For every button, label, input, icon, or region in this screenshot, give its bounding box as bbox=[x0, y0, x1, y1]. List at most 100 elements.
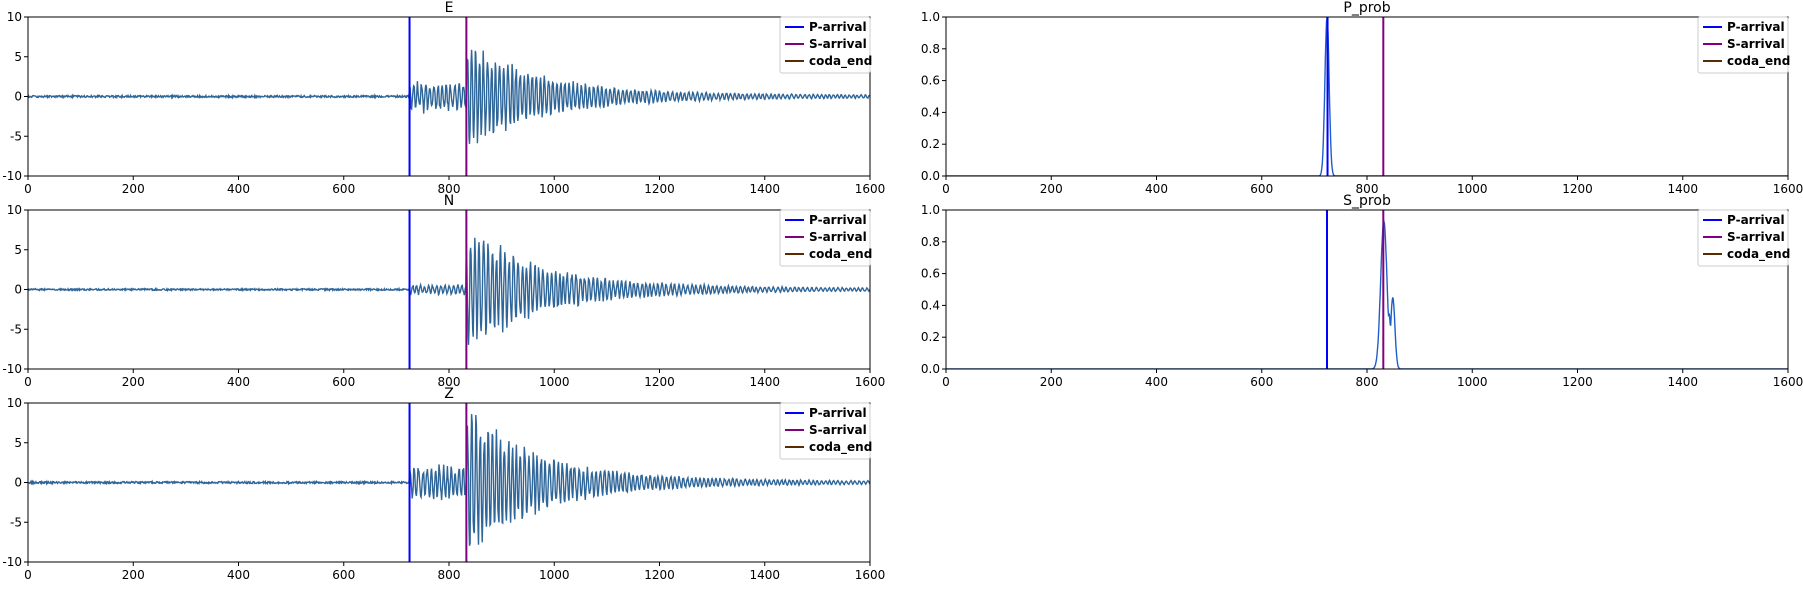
y-tick-label: 0 bbox=[14, 90, 22, 104]
x-tick-label: 200 bbox=[122, 568, 145, 582]
waveform-series bbox=[28, 237, 870, 345]
x-tick-label: 1400 bbox=[749, 568, 780, 582]
legend-box bbox=[779, 402, 871, 460]
axes-frame bbox=[945, 209, 1789, 370]
x-tick-label: 1600 bbox=[855, 375, 886, 389]
y-tick-label: 5 bbox=[14, 436, 22, 450]
x-tick-label: 600 bbox=[1250, 375, 1273, 389]
legend-label: P-arrival bbox=[1727, 213, 1785, 227]
y-tick-label: 0.0 bbox=[921, 169, 940, 183]
x-tick-label: 1400 bbox=[1667, 375, 1698, 389]
y-tick-label: 0.0 bbox=[921, 362, 940, 376]
x-tick-label: 1200 bbox=[1562, 375, 1593, 389]
legend-box bbox=[1697, 16, 1789, 74]
y-tick-label: -5 bbox=[10, 322, 22, 336]
legend-label: S-arrival bbox=[809, 230, 867, 244]
legend-label: P-arrival bbox=[809, 213, 867, 227]
chart-panel-z: Z 0 200 400 600 800 1000 1200 1400 1600 10 5 0 -5 -10 P… bbox=[2, 386, 885, 582]
x-tick-label: 1000 bbox=[539, 182, 570, 196]
x-tick-label: 1400 bbox=[749, 182, 780, 196]
x-tick-label: 400 bbox=[227, 375, 250, 389]
legend-label: coda_end bbox=[809, 440, 872, 455]
x-tick-label: 600 bbox=[1250, 182, 1273, 196]
x-tick-label: 1200 bbox=[1562, 182, 1593, 196]
y-tick-label: 1.0 bbox=[921, 10, 940, 24]
chart-title: Z bbox=[444, 386, 454, 402]
chart-panel-e: E 0 200 400 600 800 1000 1200 1400 1600 10 5 0 -5 -10 P… bbox=[2, 0, 885, 196]
legend-label: P-arrival bbox=[809, 20, 867, 34]
x-tick-label: 1600 bbox=[855, 182, 886, 196]
y-tick-label: 0.2 bbox=[921, 137, 940, 151]
x-tick-label: 1200 bbox=[644, 182, 675, 196]
x-tick-label: 200 bbox=[122, 182, 145, 196]
x-tick-label: 0 bbox=[24, 568, 32, 582]
legend: P-arrival S-arrival coda_end bbox=[1697, 16, 1790, 74]
y-tick-label: -10 bbox=[2, 555, 22, 569]
x-tick-label: 800 bbox=[1356, 375, 1379, 389]
x-tick-label: 800 bbox=[438, 375, 461, 389]
y-tick-label: -10 bbox=[2, 362, 22, 376]
legend-box bbox=[779, 16, 871, 74]
chart-panel-p_prob: P_prob 0 200 400 600 800 1000 1200 1400 1600 1.0 0.… bbox=[921, 0, 1803, 196]
x-tick-label: 600 bbox=[332, 568, 355, 582]
x-tick-label: 600 bbox=[332, 182, 355, 196]
x-tick-label: 1200 bbox=[644, 375, 675, 389]
x-tick-label: 1400 bbox=[1667, 182, 1698, 196]
y-tick-label: 0.4 bbox=[921, 298, 940, 312]
legend-label: coda_end bbox=[809, 247, 872, 262]
y-tick-label: 0.8 bbox=[921, 42, 940, 56]
x-tick-label: 400 bbox=[1145, 182, 1168, 196]
legend-box bbox=[1697, 209, 1789, 267]
y-tick-label: 0 bbox=[14, 476, 22, 490]
legend-label: coda_end bbox=[1727, 247, 1790, 262]
x-tick-label: 1000 bbox=[539, 375, 570, 389]
x-tick-label: 400 bbox=[227, 568, 250, 582]
legend-label: coda_end bbox=[809, 54, 872, 69]
y-tick-label: 0.6 bbox=[921, 74, 940, 88]
waveform-series bbox=[28, 414, 870, 546]
chart-panel-s_prob: S_prob 0 200 400 600 800 1000 1200 1400 1600 1.0 0.… bbox=[921, 193, 1803, 389]
probability-series bbox=[946, 218, 1788, 369]
x-tick-label: 1000 bbox=[1457, 182, 1488, 196]
y-tick-label: -5 bbox=[10, 129, 22, 143]
y-tick-label: 1.0 bbox=[921, 203, 940, 217]
legend: P-arrival S-arrival coda_end bbox=[779, 402, 872, 460]
y-tick-label: 0.6 bbox=[921, 267, 940, 281]
legend: P-arrival S-arrival coda_end bbox=[1697, 209, 1790, 267]
legend-label: coda_end bbox=[1727, 54, 1790, 69]
x-tick-label: 1000 bbox=[1457, 375, 1488, 389]
axes-frame bbox=[945, 16, 1789, 177]
x-tick-label: 1600 bbox=[855, 568, 886, 582]
y-tick-label: 10 bbox=[7, 203, 22, 217]
x-tick-label: 400 bbox=[1145, 375, 1168, 389]
legend-label: S-arrival bbox=[809, 423, 867, 437]
y-tick-label: 0 bbox=[14, 283, 22, 297]
x-tick-label: 1200 bbox=[644, 568, 675, 582]
chart-title: S_prob bbox=[1343, 193, 1391, 209]
legend-label: P-arrival bbox=[809, 406, 867, 420]
x-tick-label: 800 bbox=[438, 182, 461, 196]
x-tick-label: 200 bbox=[1040, 182, 1063, 196]
x-tick-label: 200 bbox=[122, 375, 145, 389]
x-tick-label: 0 bbox=[942, 182, 950, 196]
chart-panel-n: N 0 200 400 600 800 1000 1200 1400 1600 10 5 0 -5 -10 P… bbox=[2, 193, 885, 389]
x-tick-label: 0 bbox=[942, 375, 950, 389]
legend-label: S-arrival bbox=[809, 37, 867, 51]
x-tick-label: 1600 bbox=[1773, 375, 1803, 389]
legend-box bbox=[779, 209, 871, 267]
x-tick-label: 800 bbox=[438, 568, 461, 582]
y-tick-label: -5 bbox=[10, 515, 22, 529]
legend-label: P-arrival bbox=[1727, 20, 1785, 34]
y-tick-label: 5 bbox=[14, 243, 22, 257]
y-tick-label: 0.4 bbox=[921, 105, 940, 119]
y-tick-label: 10 bbox=[7, 396, 22, 410]
legend: P-arrival S-arrival coda_end bbox=[779, 209, 872, 267]
chart-title: E bbox=[445, 0, 454, 16]
chart-title: P_prob bbox=[1343, 0, 1390, 16]
y-tick-label: 5 bbox=[14, 50, 22, 64]
y-tick-label: -10 bbox=[2, 169, 22, 183]
y-tick-label: 0.8 bbox=[921, 235, 940, 249]
x-tick-label: 1000 bbox=[539, 568, 570, 582]
x-tick-label: 200 bbox=[1040, 375, 1063, 389]
